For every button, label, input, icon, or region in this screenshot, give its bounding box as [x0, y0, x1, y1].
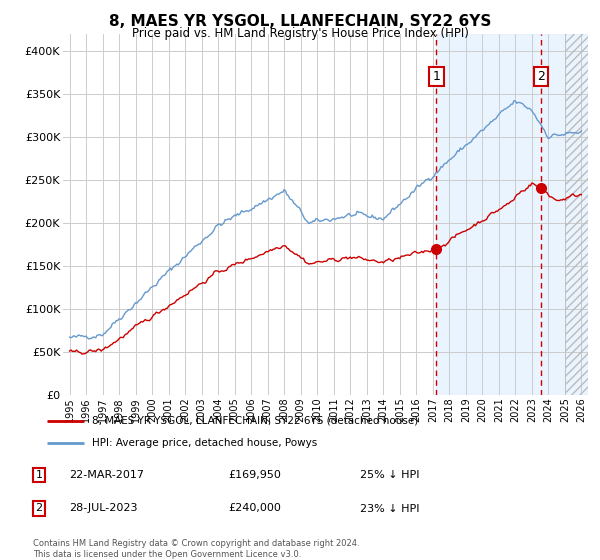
Text: 8, MAES YR YSGOL, LLANFECHAIN, SY22 6YS: 8, MAES YR YSGOL, LLANFECHAIN, SY22 6YS [109, 14, 491, 29]
Text: £240,000: £240,000 [228, 503, 281, 514]
Text: 8, MAES YR YSGOL, LLANFECHAIN, SY22 6YS (detached house): 8, MAES YR YSGOL, LLANFECHAIN, SY22 6YS … [92, 416, 419, 426]
Text: Price paid vs. HM Land Registry's House Price Index (HPI): Price paid vs. HM Land Registry's House … [131, 27, 469, 40]
Text: 28-JUL-2023: 28-JUL-2023 [69, 503, 137, 514]
Bar [436, 34, 590, 395]
Text: £169,950: £169,950 [228, 470, 281, 480]
Text: HPI: Average price, detached house, Powys: HPI: Average price, detached house, Powy… [92, 437, 317, 447]
Text: 2: 2 [538, 70, 545, 83]
Text: Contains HM Land Registry data © Crown copyright and database right 2024.: Contains HM Land Registry data © Crown c… [33, 539, 359, 548]
Text: 23% ↓ HPI: 23% ↓ HPI [360, 503, 419, 514]
Text: 25% ↓ HPI: 25% ↓ HPI [360, 470, 419, 480]
Text: 1: 1 [35, 470, 43, 480]
Text: 22-MAR-2017: 22-MAR-2017 [69, 470, 144, 480]
Text: This data is licensed under the Open Government Licence v3.0.: This data is licensed under the Open Gov… [33, 550, 301, 559]
Text: 1: 1 [433, 70, 440, 83]
Text: 2: 2 [35, 503, 43, 514]
